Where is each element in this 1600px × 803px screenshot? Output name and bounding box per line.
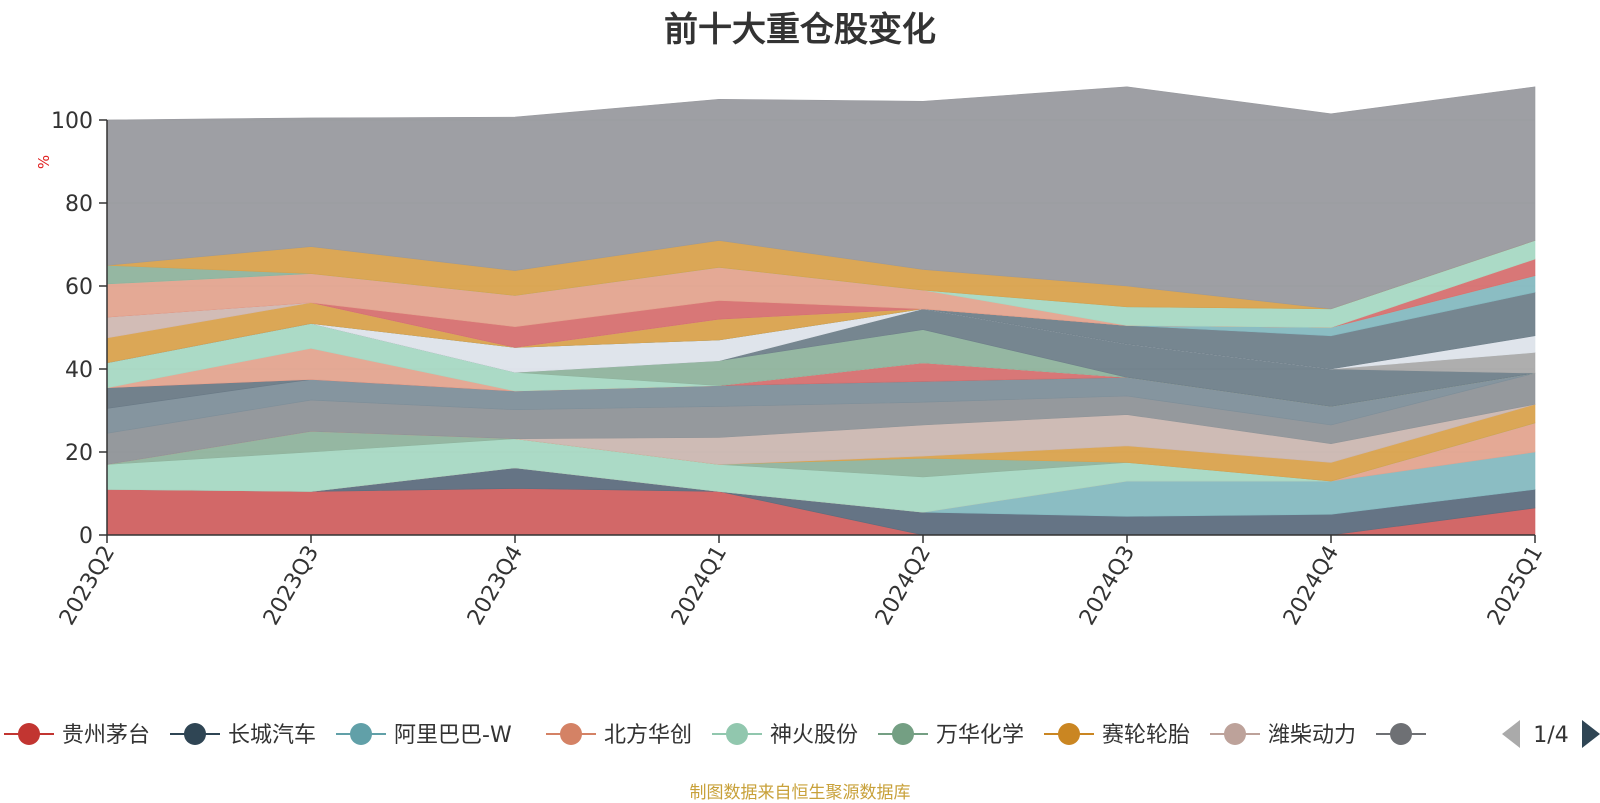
legend-item-7[interactable]: 赛轮轮胎 [1044,723,1190,748]
legend-marker [1224,723,1246,745]
legend-label: 万华化学 [936,723,1024,748]
legend-label: 北方华创 [604,723,692,748]
legend-item-8[interactable]: 潍柴动力 [1210,723,1356,748]
y-tick-label: 100 [51,109,93,134]
area-layer [106,86,1536,536]
y-tick-label: 0 [79,524,93,549]
y-axis-unit: % [35,155,53,169]
x-tick-label: 2024Q4 [1279,542,1344,630]
legend-marker [1390,723,1412,745]
legend-marker [1058,723,1080,745]
source-note: 制图数据来自恒生聚源数据库 [689,783,911,803]
legend-marker [18,723,40,745]
legend-label: 阿里巴巴-W [394,723,512,748]
y-tick-label: 80 [65,192,93,217]
y-tick-label: 20 [65,441,93,466]
legend-label: 赛轮轮胎 [1102,723,1190,748]
legend-marker [350,723,372,745]
legend-label: 长城汽车 [228,723,316,748]
x-tick-label: 2024Q1 [667,542,732,630]
x-tick-label: 2024Q2 [871,542,936,630]
triangle-left-icon[interactable] [1502,720,1520,748]
legend-page-label: 1/4 [1533,723,1568,748]
x-tick-label: 2025Q1 [1483,542,1548,630]
area-series-28 [106,86,1536,310]
legend-pager[interactable]: 1/4 [1502,720,1600,748]
legend-label: 神火股份 [770,723,858,748]
legend-marker [726,723,748,745]
legend-item-5[interactable]: 神火股份 [712,723,858,748]
legend-marker [560,723,582,745]
legend-item-2[interactable]: 长城汽车 [170,723,316,748]
legend-label: 潍柴动力 [1268,723,1356,748]
x-tick-label: 2024Q3 [1075,542,1140,630]
legend-item-4[interactable]: 北方华创 [546,723,692,748]
triangle-right-icon[interactable] [1582,720,1600,748]
x-tick-label: 2023Q2 [55,542,120,630]
chart-title: 前十大重仓股变化 [664,10,936,50]
x-tick-label: 2023Q3 [259,542,324,630]
y-tick-label: 40 [65,358,93,383]
x-tick-label: 2023Q4 [463,542,528,630]
legend-item-3[interactable]: 阿里巴巴-W [336,723,512,748]
legend-item-6[interactable]: 万华化学 [878,723,1024,748]
legend-label: 贵州茅台 [62,723,150,748]
legend-marker [184,723,206,745]
legend-item-1[interactable]: 贵州茅台 [4,723,150,748]
legend[interactable]: 贵州茅台 长城汽车 阿里巴巴-W 北方华创 神火股份 万华化学 赛轮轮胎 潍柴动力 1/4 [4,720,1600,748]
legend-marker [892,723,914,745]
legend-item-9[interactable] [1376,723,1426,745]
y-tick-label: 60 [65,275,93,300]
